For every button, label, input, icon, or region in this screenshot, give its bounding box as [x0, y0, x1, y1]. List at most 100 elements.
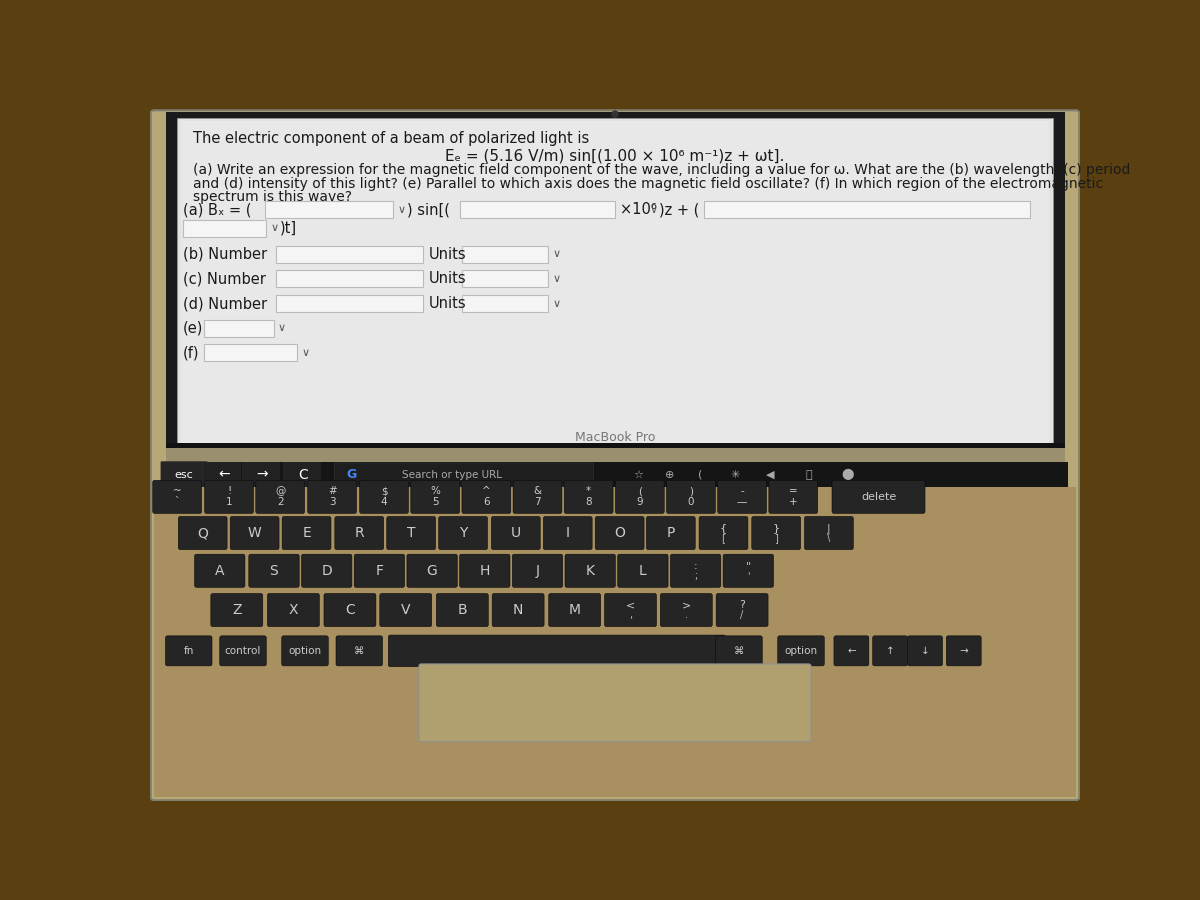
Text: Eₑ = (5.16 V/m) sin[(1.00 × 10⁶ m⁻¹)z + ωt].: Eₑ = (5.16 V/m) sin[(1.00 × 10⁶ m⁻¹)z + … [445, 148, 785, 163]
FancyBboxPatch shape [834, 635, 869, 666]
Text: S: S [270, 563, 278, 578]
Text: ∨: ∨ [270, 223, 278, 233]
Text: R: R [354, 526, 364, 540]
Text: O: O [614, 526, 625, 540]
Text: ) sin[(: ) sin[( [407, 202, 450, 217]
FancyBboxPatch shape [666, 481, 715, 513]
Text: (d) Number: (d) Number [182, 296, 266, 311]
FancyBboxPatch shape [282, 635, 329, 666]
FancyBboxPatch shape [804, 517, 853, 550]
Text: N: N [512, 603, 523, 617]
Bar [204, 320, 274, 337]
Text: 4: 4 [380, 497, 388, 508]
Text: 5: 5 [432, 497, 438, 508]
Text: /: / [740, 610, 744, 620]
Text: V: V [401, 603, 410, 617]
Text: ⊕: ⊕ [665, 470, 674, 480]
Text: ✳: ✳ [731, 470, 740, 480]
FancyBboxPatch shape [166, 635, 212, 666]
Text: ⬤: ⬤ [841, 469, 853, 480]
Text: +: + [788, 497, 798, 508]
FancyBboxPatch shape [410, 481, 460, 513]
Text: )t]: )t] [280, 220, 296, 236]
FancyBboxPatch shape [194, 554, 245, 588]
Text: ,: , [629, 610, 632, 620]
Text: ←: ← [847, 646, 856, 656]
Text: ∨: ∨ [552, 299, 560, 309]
Text: Units: Units [430, 247, 467, 262]
Text: ⌘: ⌘ [354, 646, 365, 656]
Text: Z: Z [232, 603, 241, 617]
Text: L: L [640, 563, 647, 578]
Text: K: K [586, 563, 595, 578]
Text: ∨: ∨ [397, 204, 406, 214]
FancyBboxPatch shape [354, 554, 404, 588]
Text: spectrum is this wave?: spectrum is this wave? [193, 190, 352, 203]
Text: 2: 2 [277, 497, 283, 508]
Text: —: — [737, 497, 748, 508]
Bar [166, 112, 1064, 451]
Text: Units: Units [430, 272, 467, 286]
Text: ~: ~ [173, 487, 181, 497]
FancyBboxPatch shape [230, 517, 280, 550]
FancyBboxPatch shape [204, 463, 241, 487]
Text: control: control [224, 646, 262, 656]
Text: &: & [534, 487, 541, 497]
FancyBboxPatch shape [514, 481, 562, 513]
Text: ): ) [689, 487, 692, 497]
Bar [204, 345, 298, 361]
FancyBboxPatch shape [282, 517, 331, 550]
Text: ↓: ↓ [920, 646, 929, 656]
Text: [: [ [721, 534, 726, 544]
Text: and (d) intensity of this light? (e) Parallel to which axis does the magnetic fi: and (d) intensity of this light? (e) Par… [193, 176, 1103, 191]
FancyBboxPatch shape [718, 481, 767, 513]
Text: ☆: ☆ [634, 470, 643, 480]
Bar [460, 202, 616, 218]
Text: <: < [626, 600, 635, 610]
Text: 8: 8 [586, 497, 592, 508]
Bar [181, 122, 1049, 443]
Bar [276, 246, 422, 263]
Text: 6: 6 [484, 497, 490, 508]
Text: delete: delete [860, 491, 896, 502]
Text: →: → [257, 467, 268, 482]
Text: fn: fn [184, 646, 194, 656]
Text: ↑: ↑ [886, 646, 894, 656]
Bar [462, 271, 547, 287]
FancyBboxPatch shape [242, 463, 280, 487]
FancyBboxPatch shape [605, 593, 656, 626]
Text: ;: ; [694, 572, 697, 581]
FancyBboxPatch shape [512, 554, 563, 588]
Text: =: = [788, 487, 798, 497]
FancyBboxPatch shape [407, 554, 457, 588]
Text: 1: 1 [226, 497, 233, 508]
Bar [166, 448, 1064, 463]
Text: ': ' [748, 572, 750, 581]
Text: 3: 3 [329, 497, 336, 508]
FancyBboxPatch shape [336, 635, 383, 666]
Text: U: U [511, 526, 521, 540]
FancyBboxPatch shape [564, 481, 613, 513]
FancyBboxPatch shape [492, 593, 544, 626]
FancyBboxPatch shape [907, 635, 942, 666]
Text: 🔇: 🔇 [805, 470, 812, 480]
Text: D: D [322, 563, 332, 578]
FancyBboxPatch shape [715, 635, 762, 666]
FancyBboxPatch shape [335, 463, 593, 486]
Text: G: G [427, 563, 438, 578]
Text: ×10⁶: ×10⁶ [620, 202, 658, 217]
Text: !: ! [227, 487, 232, 497]
Text: X: X [289, 603, 298, 617]
Text: ∨: ∨ [650, 204, 658, 214]
Text: >: > [682, 600, 691, 610]
FancyBboxPatch shape [386, 517, 436, 550]
Text: M: M [569, 603, 581, 617]
Text: ": " [745, 562, 751, 572]
FancyBboxPatch shape [751, 517, 800, 550]
Text: 9: 9 [636, 497, 643, 508]
Text: G: G [347, 468, 356, 481]
FancyBboxPatch shape [256, 481, 305, 513]
Text: *: * [586, 487, 592, 497]
FancyBboxPatch shape [439, 517, 487, 550]
Text: 7: 7 [534, 497, 541, 508]
